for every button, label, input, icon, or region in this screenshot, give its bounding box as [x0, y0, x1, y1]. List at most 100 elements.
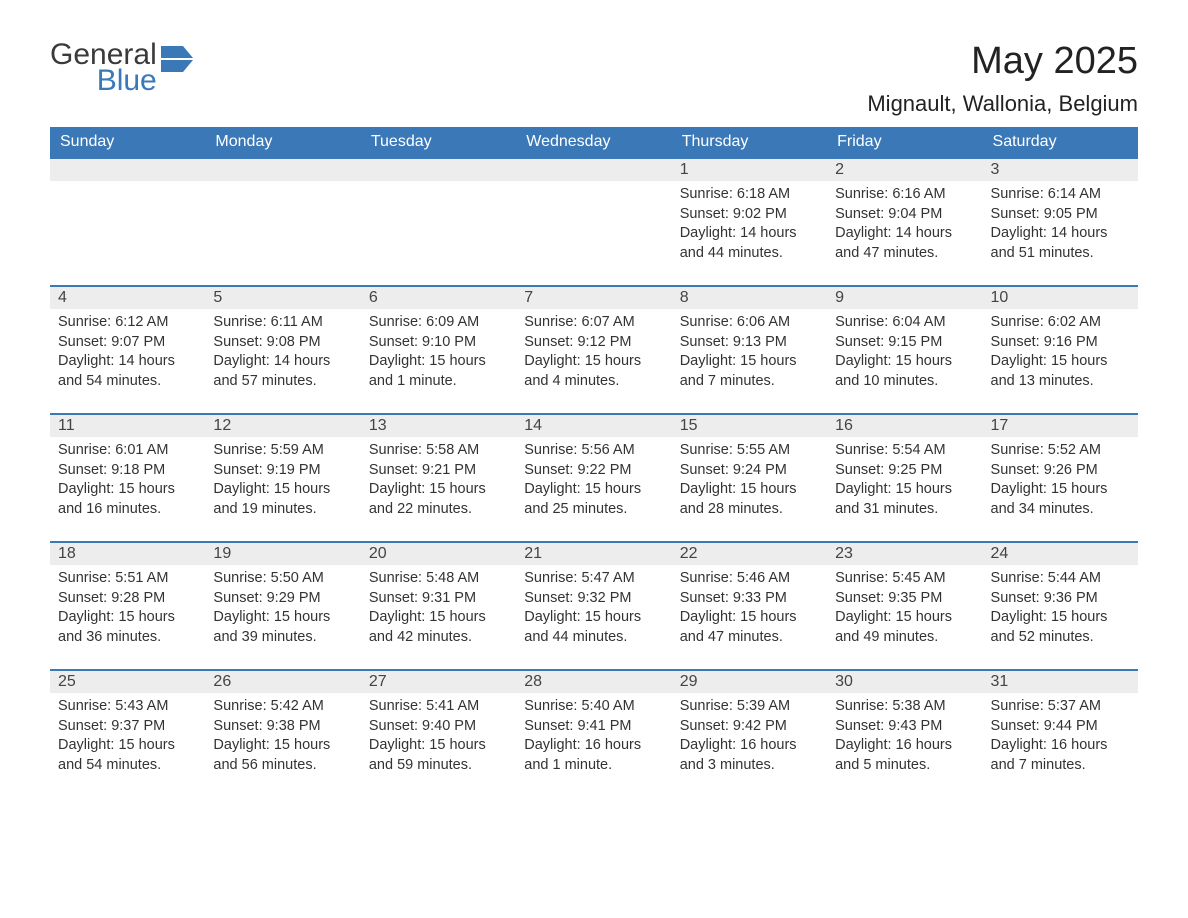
day-number: .	[361, 157, 516, 181]
day-details: Sunrise: 6:06 AMSunset: 9:13 PMDaylight:…	[672, 309, 827, 399]
sunset-line: Sunset: 9:15 PM	[835, 333, 974, 353]
day-number: 6	[361, 285, 516, 309]
sunset-line: Sunset: 9:40 PM	[369, 717, 508, 737]
daylight-line: Daylight: 15 hours and 59 minutes.	[369, 736, 508, 775]
daylight-line: Daylight: 15 hours and 49 minutes.	[835, 608, 974, 647]
sunset-line: Sunset: 9:02 PM	[680, 205, 819, 225]
day-details: Sunrise: 6:18 AMSunset: 9:02 PMDaylight:…	[672, 181, 827, 271]
daylight-line: Daylight: 15 hours and 4 minutes.	[524, 352, 663, 391]
sunset-line: Sunset: 9:18 PM	[58, 461, 197, 481]
sunset-line: Sunset: 9:21 PM	[369, 461, 508, 481]
day-details: Sunrise: 5:43 AMSunset: 9:37 PMDaylight:…	[50, 693, 205, 783]
day-details: Sunrise: 5:47 AMSunset: 9:32 PMDaylight:…	[516, 565, 671, 655]
day-number: 14	[516, 413, 671, 437]
calendar-day-cell: 13Sunrise: 5:58 AMSunset: 9:21 PMDayligh…	[361, 413, 516, 541]
day-number: .	[50, 157, 205, 181]
day-number: 19	[205, 541, 360, 565]
day-details: Sunrise: 5:55 AMSunset: 9:24 PMDaylight:…	[672, 437, 827, 527]
daylight-line: Daylight: 14 hours and 57 minutes.	[213, 352, 352, 391]
weekday-header-row: SundayMondayTuesdayWednesdayThursdayFrid…	[50, 127, 1138, 157]
sunrise-line: Sunrise: 5:44 AM	[991, 569, 1130, 589]
day-number: 23	[827, 541, 982, 565]
day-details: Sunrise: 5:56 AMSunset: 9:22 PMDaylight:…	[516, 437, 671, 527]
sunset-line: Sunset: 9:13 PM	[680, 333, 819, 353]
day-number: .	[205, 157, 360, 181]
weekday-header: Thursday	[672, 127, 827, 157]
daylight-line: Daylight: 15 hours and 7 minutes.	[680, 352, 819, 391]
day-number: 15	[672, 413, 827, 437]
day-number: 20	[361, 541, 516, 565]
weekday-header: Saturday	[983, 127, 1138, 157]
day-number: 21	[516, 541, 671, 565]
calendar-day-cell: 18Sunrise: 5:51 AMSunset: 9:28 PMDayligh…	[50, 541, 205, 669]
day-number: 25	[50, 669, 205, 693]
sunset-line: Sunset: 9:26 PM	[991, 461, 1130, 481]
day-details: Sunrise: 5:52 AMSunset: 9:26 PMDaylight:…	[983, 437, 1138, 527]
day-number: 5	[205, 285, 360, 309]
daylight-line: Daylight: 15 hours and 25 minutes.	[524, 480, 663, 519]
sunrise-line: Sunrise: 5:59 AM	[213, 441, 352, 461]
day-number: 13	[361, 413, 516, 437]
sunrise-line: Sunrise: 5:41 AM	[369, 697, 508, 717]
daylight-line: Daylight: 14 hours and 54 minutes.	[58, 352, 197, 391]
calendar-day-cell: 9Sunrise: 6:04 AMSunset: 9:15 PMDaylight…	[827, 285, 982, 413]
day-number: 10	[983, 285, 1138, 309]
day-number: 26	[205, 669, 360, 693]
sunrise-line: Sunrise: 5:52 AM	[991, 441, 1130, 461]
daylight-line: Daylight: 15 hours and 19 minutes.	[213, 480, 352, 519]
calendar-day-cell: .	[361, 157, 516, 285]
calendar-day-cell: 7Sunrise: 6:07 AMSunset: 9:12 PMDaylight…	[516, 285, 671, 413]
sunrise-line: Sunrise: 5:50 AM	[213, 569, 352, 589]
calendar-day-cell: 24Sunrise: 5:44 AMSunset: 9:36 PMDayligh…	[983, 541, 1138, 669]
sunset-line: Sunset: 9:42 PM	[680, 717, 819, 737]
day-details: Sunrise: 5:48 AMSunset: 9:31 PMDaylight:…	[361, 565, 516, 655]
day-details: Sunrise: 6:02 AMSunset: 9:16 PMDaylight:…	[983, 309, 1138, 399]
daylight-line: Daylight: 14 hours and 47 minutes.	[835, 224, 974, 263]
day-details: Sunrise: 6:12 AMSunset: 9:07 PMDaylight:…	[50, 309, 205, 399]
sunset-line: Sunset: 9:38 PM	[213, 717, 352, 737]
daylight-line: Daylight: 15 hours and 52 minutes.	[991, 608, 1130, 647]
day-details: Sunrise: 5:40 AMSunset: 9:41 PMDaylight:…	[516, 693, 671, 783]
daylight-line: Daylight: 16 hours and 5 minutes.	[835, 736, 974, 775]
daylight-line: Daylight: 15 hours and 31 minutes.	[835, 480, 974, 519]
logo-flag-icon	[161, 46, 193, 72]
sunrise-line: Sunrise: 6:14 AM	[991, 185, 1130, 205]
sunrise-line: Sunrise: 5:40 AM	[524, 697, 663, 717]
calendar-day-cell: 27Sunrise: 5:41 AMSunset: 9:40 PMDayligh…	[361, 669, 516, 797]
sunset-line: Sunset: 9:07 PM	[58, 333, 197, 353]
weekday-header: Tuesday	[361, 127, 516, 157]
header: General Blue May 2025 Mignault, Wallonia…	[50, 40, 1138, 117]
location: Mignault, Wallonia, Belgium	[867, 91, 1138, 117]
sunset-line: Sunset: 9:37 PM	[58, 717, 197, 737]
daylight-line: Daylight: 15 hours and 39 minutes.	[213, 608, 352, 647]
day-details: Sunrise: 5:46 AMSunset: 9:33 PMDaylight:…	[672, 565, 827, 655]
day-number: 11	[50, 413, 205, 437]
calendar-week-row: 4Sunrise: 6:12 AMSunset: 9:07 PMDaylight…	[50, 285, 1138, 413]
daylight-line: Daylight: 15 hours and 16 minutes.	[58, 480, 197, 519]
sunrise-line: Sunrise: 5:47 AM	[524, 569, 663, 589]
calendar-body: ....1Sunrise: 6:18 AMSunset: 9:02 PMDayl…	[50, 157, 1138, 797]
day-number: 1	[672, 157, 827, 181]
sunset-line: Sunset: 9:44 PM	[991, 717, 1130, 737]
sunset-line: Sunset: 9:08 PM	[213, 333, 352, 353]
day-details: Sunrise: 5:39 AMSunset: 9:42 PMDaylight:…	[672, 693, 827, 783]
calendar-week-row: 18Sunrise: 5:51 AMSunset: 9:28 PMDayligh…	[50, 541, 1138, 669]
calendar-day-cell: 3Sunrise: 6:14 AMSunset: 9:05 PMDaylight…	[983, 157, 1138, 285]
daylight-line: Daylight: 15 hours and 36 minutes.	[58, 608, 197, 647]
calendar-day-cell: 6Sunrise: 6:09 AMSunset: 9:10 PMDaylight…	[361, 285, 516, 413]
daylight-line: Daylight: 15 hours and 34 minutes.	[991, 480, 1130, 519]
sunset-line: Sunset: 9:32 PM	[524, 589, 663, 609]
day-details: Sunrise: 6:14 AMSunset: 9:05 PMDaylight:…	[983, 181, 1138, 271]
sunset-line: Sunset: 9:12 PM	[524, 333, 663, 353]
calendar-day-cell: .	[205, 157, 360, 285]
sunset-line: Sunset: 9:25 PM	[835, 461, 974, 481]
day-number: 12	[205, 413, 360, 437]
calendar-day-cell: 31Sunrise: 5:37 AMSunset: 9:44 PMDayligh…	[983, 669, 1138, 797]
calendar-day-cell: 19Sunrise: 5:50 AMSunset: 9:29 PMDayligh…	[205, 541, 360, 669]
sunrise-line: Sunrise: 5:42 AM	[213, 697, 352, 717]
day-details: Sunrise: 5:41 AMSunset: 9:40 PMDaylight:…	[361, 693, 516, 783]
calendar-week-row: 25Sunrise: 5:43 AMSunset: 9:37 PMDayligh…	[50, 669, 1138, 797]
day-number: 7	[516, 285, 671, 309]
sunrise-line: Sunrise: 6:18 AM	[680, 185, 819, 205]
sunrise-line: Sunrise: 6:06 AM	[680, 313, 819, 333]
